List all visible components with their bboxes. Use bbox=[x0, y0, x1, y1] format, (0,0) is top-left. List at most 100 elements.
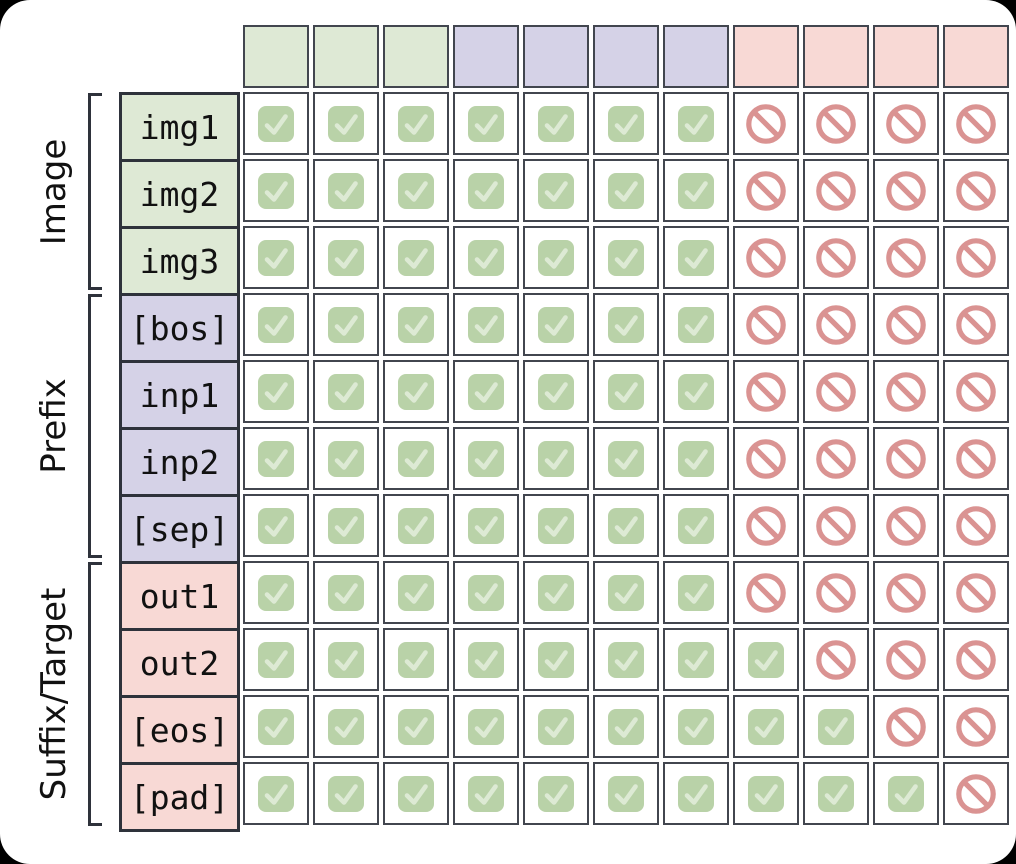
no-entry-icon bbox=[955, 505, 997, 547]
mask-cell-inp1-col9-blocked bbox=[803, 360, 869, 423]
column-header-cell-3-image bbox=[383, 25, 449, 88]
no-entry-icon bbox=[885, 505, 927, 547]
check-icon bbox=[327, 373, 365, 411]
mask-cell-img3-col6-allowed bbox=[593, 226, 659, 289]
mask-cell-img3-col3-allowed bbox=[383, 226, 449, 289]
mask-cell-inp1-col6-allowed bbox=[593, 360, 659, 423]
check-icon bbox=[257, 306, 295, 344]
row-label-inp1: inp1 bbox=[119, 360, 240, 430]
group-bracket-prefix bbox=[88, 294, 102, 558]
check-icon bbox=[677, 641, 715, 679]
mask-cell-[bos]-col6-allowed bbox=[593, 293, 659, 356]
check-icon bbox=[677, 775, 715, 813]
row-label-text: img3 bbox=[139, 241, 220, 281]
mask-cell-img2-col11-blocked bbox=[943, 159, 1009, 222]
check-icon bbox=[467, 440, 505, 478]
row-label-img1: img1 bbox=[119, 92, 240, 162]
check-icon bbox=[327, 775, 365, 813]
column-header-cell-9-suffix bbox=[803, 25, 869, 88]
mask-cell-img2-col6-allowed bbox=[593, 159, 659, 222]
check-icon bbox=[257, 574, 295, 612]
mask-cell-img1-col4-allowed bbox=[453, 92, 519, 155]
mask-cell-out1-col3-allowed bbox=[383, 561, 449, 624]
no-entry-icon bbox=[955, 304, 997, 346]
row-label-[bos]: [bos] bbox=[119, 293, 240, 363]
column-header-cell-5-prefix bbox=[523, 25, 589, 88]
row-label-text: out2 bbox=[139, 643, 220, 683]
mask-cell-[bos]-col8-blocked bbox=[733, 293, 799, 356]
no-entry-icon bbox=[745, 304, 787, 346]
mask-cell-[sep]-col10-blocked bbox=[873, 494, 939, 557]
no-entry-icon bbox=[745, 505, 787, 547]
mask-cell-inp1-col5-allowed bbox=[523, 360, 589, 423]
check-icon bbox=[327, 440, 365, 478]
check-icon bbox=[887, 775, 925, 813]
no-entry-icon bbox=[955, 773, 997, 815]
row-label-column: img1 img2 img3 [bos] inp1 inp2 [sep] out1 out2 [e… bbox=[119, 92, 240, 832]
check-icon bbox=[537, 306, 575, 344]
check-icon bbox=[467, 507, 505, 545]
mask-cell-[eos]-col7-allowed bbox=[663, 695, 729, 758]
column-header-cell-10-suffix bbox=[873, 25, 939, 88]
mask-cell-out1-col2-allowed bbox=[313, 561, 379, 624]
mask-cell-[eos]-col8-allowed bbox=[733, 695, 799, 758]
check-icon bbox=[397, 641, 435, 679]
mask-cell-img2-col10-blocked bbox=[873, 159, 939, 222]
check-icon bbox=[257, 373, 295, 411]
mask-cell-[eos]-col2-allowed bbox=[313, 695, 379, 758]
mask-cell-inp2-col5-allowed bbox=[523, 427, 589, 490]
mask-cell-out2-col6-allowed bbox=[593, 628, 659, 691]
mask-cell-[eos]-col6-allowed bbox=[593, 695, 659, 758]
check-icon bbox=[677, 574, 715, 612]
mask-cell-out1-col8-blocked bbox=[733, 561, 799, 624]
check-icon bbox=[257, 239, 295, 277]
no-entry-icon bbox=[885, 170, 927, 212]
no-entry-icon bbox=[745, 103, 787, 145]
no-entry-icon bbox=[745, 371, 787, 413]
mask-cell-img1-col9-blocked bbox=[803, 92, 869, 155]
mask-cell-img1-col5-allowed bbox=[523, 92, 589, 155]
check-icon bbox=[467, 172, 505, 210]
no-entry-icon bbox=[955, 371, 997, 413]
check-icon bbox=[607, 574, 645, 612]
check-icon bbox=[467, 574, 505, 612]
mask-cell-img3-col4-allowed bbox=[453, 226, 519, 289]
no-entry-icon bbox=[885, 237, 927, 279]
column-header-cell-7-prefix bbox=[663, 25, 729, 88]
mask-cell-[sep]-col6-allowed bbox=[593, 494, 659, 557]
no-entry-icon bbox=[885, 304, 927, 346]
no-entry-icon bbox=[815, 639, 857, 681]
mask-cell-[sep]-col2-allowed bbox=[313, 494, 379, 557]
mask-cell-img1-col1-allowed bbox=[243, 92, 309, 155]
no-entry-icon bbox=[955, 103, 997, 145]
check-icon bbox=[537, 708, 575, 746]
mask-cell-img2-col8-blocked bbox=[733, 159, 799, 222]
mask-cell-img3-col10-blocked bbox=[873, 226, 939, 289]
no-entry-icon bbox=[745, 572, 787, 614]
mask-cell-inp1-col8-blocked bbox=[733, 360, 799, 423]
mask-cell-img1-col6-allowed bbox=[593, 92, 659, 155]
mask-cell-[pad]-col6-allowed bbox=[593, 762, 659, 825]
mask-cell-inp2-col8-blocked bbox=[733, 427, 799, 490]
mask-cell-inp2-col2-allowed bbox=[313, 427, 379, 490]
mask-cell-[eos]-col10-blocked bbox=[873, 695, 939, 758]
check-icon bbox=[327, 105, 365, 143]
check-icon bbox=[747, 775, 785, 813]
mask-cell-[eos]-col4-allowed bbox=[453, 695, 519, 758]
check-icon bbox=[257, 775, 295, 813]
no-entry-icon bbox=[745, 438, 787, 480]
mask-cell-img3-col11-blocked bbox=[943, 226, 1009, 289]
mask-cell-out1-col1-allowed bbox=[243, 561, 309, 624]
mask-cell-img3-col8-blocked bbox=[733, 226, 799, 289]
no-entry-icon bbox=[815, 572, 857, 614]
mask-cell-img1-col8-blocked bbox=[733, 92, 799, 155]
no-entry-icon bbox=[815, 438, 857, 480]
mask-cell-out2-col2-allowed bbox=[313, 628, 379, 691]
no-entry-icon bbox=[745, 170, 787, 212]
mask-cell-[eos]-col1-allowed bbox=[243, 695, 309, 758]
mask-cell-[bos]-col5-allowed bbox=[523, 293, 589, 356]
mask-cell-[pad]-col1-allowed bbox=[243, 762, 309, 825]
mask-cell-[eos]-col9-allowed bbox=[803, 695, 869, 758]
mask-cell-[eos]-col11-blocked bbox=[943, 695, 1009, 758]
mask-cell-out1-col5-allowed bbox=[523, 561, 589, 624]
